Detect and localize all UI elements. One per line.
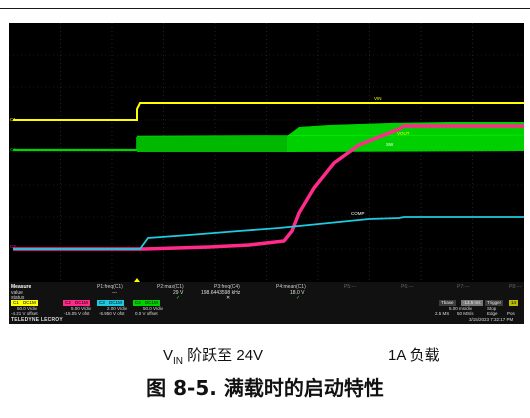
param-p4-status: ✓: [296, 295, 301, 301]
param-p1-name: P1:freq(C1): [97, 284, 123, 290]
timebase-sample-rate: 50 MS/s: [457, 311, 474, 316]
param-p1-value: ---: [112, 290, 117, 296]
channel-c3-offset: -5.950 V ofst: [99, 311, 125, 316]
channel-c3-coupling: DC1M: [107, 300, 124, 306]
param-p8-name: P8:---: [509, 284, 522, 290]
param-p5-name: P5:---: [344, 284, 357, 290]
channel-c2-coupling: DC1M: [73, 300, 90, 306]
trigger-marker: [134, 278, 140, 282]
channel-c1-offset: -4.21 V offset: [11, 311, 38, 316]
channel-c4-tag: C4: [133, 300, 143, 306]
oscilloscope-screenshot: C1 C4 C2 VIN VOUT SW COMP: [9, 23, 524, 324]
caption-vin-rest: 阶跃至 24V: [183, 347, 264, 364]
channel-c2-offset: -15.05 V ofst: [64, 311, 90, 316]
channel-c3-scale: 2.00 V/div: [107, 306, 128, 311]
measure-row-value: value: [11, 290, 23, 296]
channel-c4-scale: 50.0 V/div: [143, 306, 164, 311]
channel-c2-tag: C2: [63, 300, 73, 306]
trace-label-vout: VOUT: [397, 131, 410, 136]
brand-label: TELEDYNE LECROY: [11, 317, 63, 323]
timebase-rate: 2.5 MS: [435, 311, 450, 316]
timestamp: 3/15/2023 7:32:17 PM: [469, 317, 514, 322]
trace-label-sw: SW: [386, 142, 394, 147]
param-p4-value: 18.0 V: [290, 290, 305, 296]
param-p6-name: P6:---: [401, 284, 414, 290]
timebase-scale: 5.00 ms/div: [449, 306, 473, 311]
param-p3-name: P3:freq(C4): [214, 284, 240, 290]
measure-row-status: status: [11, 295, 25, 301]
trigger-source: Edge: [487, 311, 498, 316]
channel-c1-coupling: DC1M: [21, 300, 38, 306]
caption-right: 1A 负载: [388, 347, 440, 364]
timebase-delay: -13.5 ms: [461, 300, 483, 306]
figure-title: 图 8-5. 满载时的启动特性: [146, 376, 384, 400]
channel-marker-c2: C2: [10, 244, 16, 249]
param-p2-value: 29 V: [173, 290, 184, 296]
trigger-mode: Stop: [487, 306, 497, 311]
vin-trace: [13, 102, 524, 121]
channel-c1-tag: C1: [11, 300, 21, 306]
trigger-slope: Pos: [507, 311, 515, 316]
trace-label-vin: VIN: [374, 96, 382, 101]
channel-c4-coupling: DC1M: [143, 300, 160, 306]
param-p3-value: 198.6443598 kHz: [201, 290, 241, 296]
timebase-label: Tbase: [439, 300, 456, 306]
channel-c1-scale: 50.0 V/div: [17, 306, 38, 311]
comp-trace: [13, 216, 524, 250]
param-p4-name: P4:mean(C1): [276, 284, 306, 290]
sw-trace: [13, 122, 524, 152]
measure-header: Measure: [11, 284, 32, 290]
trace-label-comp: COMP: [351, 211, 365, 216]
param-p3-status: ✕: [226, 295, 231, 301]
caption-vin-sub: IN: [173, 356, 184, 367]
channel-c4-offset: 0.0 V offset: [135, 311, 158, 316]
caption-vin-main: V: [163, 347, 174, 364]
top-rule: [0, 8, 530, 9]
vout-trace: [13, 124, 524, 251]
trigger-level: 14: [509, 300, 519, 306]
measurement-panel: Measure value status P1:freq(C1) --- P2:…: [9, 282, 524, 324]
param-p2-name: P2:max(C1): [157, 284, 184, 290]
trigger-label: Trigger: [485, 300, 504, 306]
channel-c3-tag: C3: [97, 300, 107, 306]
param-p2-status: ✓: [176, 295, 181, 301]
channel-c2-scale: 5.00 V/div: [71, 306, 92, 311]
waveform-display: C1 C4 C2 VIN VOUT SW COMP: [9, 23, 524, 282]
param-p7-name: P7:---: [457, 284, 470, 290]
caption-left: VIN 阶跃至 24V: [163, 344, 263, 367]
